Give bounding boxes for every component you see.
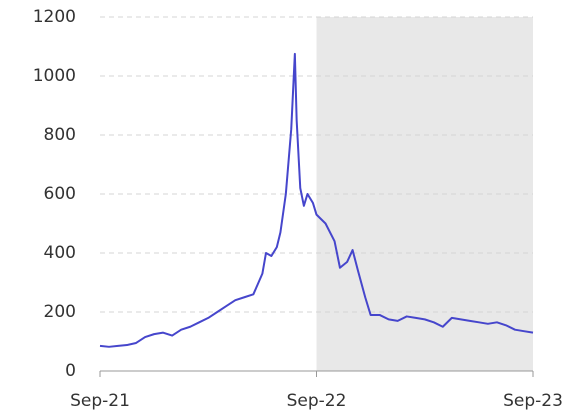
y-tick-label: 600: [44, 184, 76, 204]
y-tick-label: 400: [44, 243, 76, 263]
y-tick-label: 800: [44, 125, 76, 145]
x-tick-label: Sep-22: [287, 391, 347, 411]
y-tick-label: 1200: [33, 7, 76, 27]
x-tick-label: Sep-23: [503, 391, 563, 411]
line: [99, 52, 534, 348]
y-tick-label: 200: [44, 302, 76, 322]
x-tick-label: Sep-21: [70, 391, 130, 411]
y-tick-label: 1000: [33, 66, 76, 86]
y-tick-label: 0: [65, 361, 76, 381]
